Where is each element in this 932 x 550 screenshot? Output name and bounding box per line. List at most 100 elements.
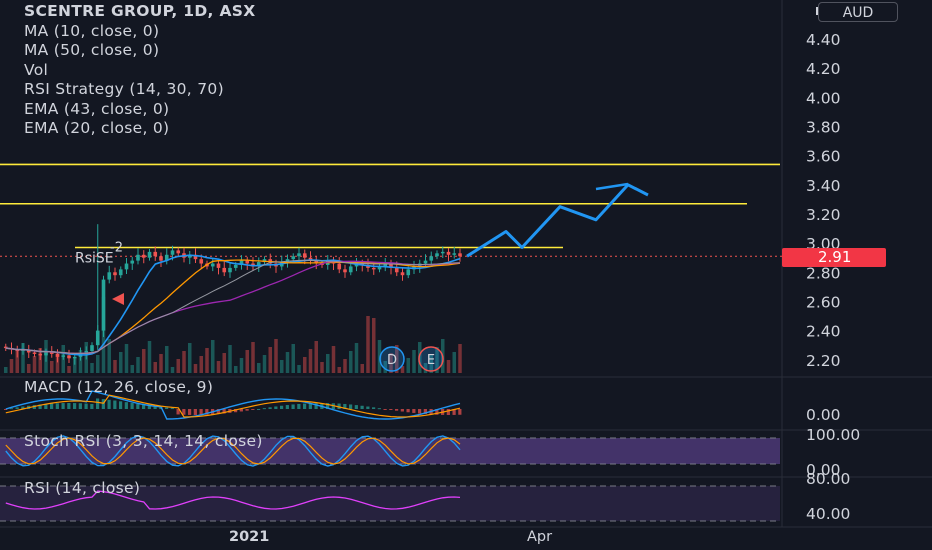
candle-body — [118, 269, 123, 276]
volume-bar — [400, 366, 405, 373]
candle-body — [141, 254, 146, 258]
stoch-axis-tick: 100.00 — [806, 426, 860, 444]
macd-histogram-bar — [78, 403, 82, 409]
volume-bar — [297, 365, 301, 373]
volume-bar — [21, 343, 25, 373]
volume-bar — [136, 357, 140, 373]
volume-bar — [452, 352, 456, 373]
macd-histogram-bar — [55, 403, 59, 409]
price-axis-tick: 3.60 — [806, 148, 841, 166]
event-badge — [418, 346, 444, 372]
candle-body — [256, 262, 261, 267]
volume-bar — [107, 339, 111, 373]
legend-ema20[interactable]: EMA (20, close, 0) — [24, 119, 170, 137]
currency-button[interactable]: AUD — [818, 2, 898, 22]
volume-bar — [147, 341, 152, 373]
volume-bar — [32, 356, 37, 373]
price-axis-tick: 2.80 — [806, 264, 841, 282]
candle-body — [291, 256, 296, 260]
volume-bar — [274, 339, 278, 373]
volume-bar — [257, 363, 261, 373]
volume-bar — [435, 347, 439, 373]
volume-bar — [314, 341, 318, 373]
candle-body — [26, 349, 31, 353]
candle-body — [107, 272, 112, 280]
candle-body — [262, 259, 267, 263]
candle-body — [337, 263, 342, 270]
macd-pane-label[interactable]: MACD (12, 26, close, 9) — [24, 378, 214, 396]
macd-histogram-bar — [199, 409, 203, 415]
candle-body — [147, 251, 152, 258]
rsi-pane-label[interactable]: RSI (14, close) — [24, 479, 141, 497]
macd-histogram-bar — [412, 409, 416, 413]
candle-body — [435, 253, 439, 257]
stoch-k-line — [5, 435, 461, 467]
legend-volume[interactable]: Vol — [24, 60, 49, 79]
macd-histogram-bar — [44, 403, 48, 409]
price-axis-tick — [816, 7, 818, 15]
macd-histogram-bar — [349, 404, 353, 409]
signal-marker: -2 — [110, 240, 123, 255]
volume-bar — [90, 363, 94, 373]
legend-rsi-strategy[interactable]: RSI Strategy (14, 30, 70) — [24, 80, 224, 98]
time-label-2021: 2021 — [229, 529, 270, 545]
volume-bar — [124, 344, 129, 373]
legend-ma50[interactable]: MA (50, close, 0) — [24, 41, 160, 59]
price-axis-tick: 4.40 — [806, 31, 841, 49]
macd-histogram-bar — [303, 403, 307, 409]
macd-histogram-bar — [354, 405, 358, 409]
macd-histogram-bar — [67, 403, 71, 409]
macd-histogram-bar — [182, 409, 186, 415]
candle-body — [222, 267, 227, 273]
volume-bar — [423, 363, 428, 373]
candle-body — [440, 251, 445, 254]
time-label-apr: Apr — [527, 529, 553, 545]
macd-histogram-bar — [147, 405, 151, 409]
macd-signal-line — [5, 394, 461, 418]
volume-bar — [395, 345, 399, 373]
legend-ema43[interactable]: EMA (43, close, 0) — [24, 99, 170, 118]
volume-bar — [372, 318, 376, 373]
volume-bar — [326, 354, 330, 373]
candle-body — [458, 253, 462, 257]
candle-body — [32, 352, 37, 354]
macd-histogram-bar — [90, 403, 94, 409]
volume-bar — [262, 355, 267, 373]
macd-histogram-bar — [222, 409, 226, 414]
chart-legend: SCENTRE GROUP, 1D, ASX MA (10, close, 0)… — [24, 2, 255, 139]
volume-bar — [193, 364, 198, 373]
macd-axis-tick: 0.00 — [806, 406, 841, 424]
macd-histogram-bar — [297, 403, 301, 409]
event-badge-label: E — [427, 353, 435, 368]
candle-body — [44, 352, 48, 356]
projection-path — [595, 182, 629, 191]
macd-histogram-bar — [107, 399, 111, 409]
candle-body — [153, 251, 158, 257]
volume-bar — [349, 351, 353, 373]
macd-histogram-bar — [193, 409, 197, 415]
macd-histogram-bar — [15, 407, 19, 409]
macd-histogram-bar — [268, 407, 272, 409]
price-axis-tick: 2.60 — [806, 293, 841, 311]
stoch-rsi-pane-label[interactable]: Stoch RSI (3, 3, 14, 14, close) — [24, 432, 263, 450]
rsi-axis-tick: 40.00 — [806, 505, 850, 523]
candle-body — [452, 253, 457, 255]
candle-body — [423, 260, 428, 264]
legend-ma10[interactable]: MA (10, close, 0) — [24, 21, 160, 40]
candle-body — [302, 253, 307, 258]
rsi-strategy-signal-label: RsiSE — [75, 251, 114, 267]
macd-histogram-bar — [205, 409, 209, 415]
volume-bar — [239, 358, 244, 373]
volume-bar — [303, 357, 307, 373]
stoch-d-line — [5, 437, 461, 465]
volume-bar — [285, 352, 290, 373]
price-axis-tick: 2.20 — [806, 352, 841, 370]
symbol-title[interactable]: SCENTRE GROUP, 1D, ASX — [24, 2, 256, 20]
macd-histogram-bar — [119, 401, 123, 409]
candle-body — [84, 351, 89, 354]
volume-bar — [308, 349, 313, 373]
macd-histogram-bar — [372, 407, 376, 409]
macd-histogram-bar — [251, 409, 255, 410]
macd-histogram-bar — [9, 408, 13, 410]
